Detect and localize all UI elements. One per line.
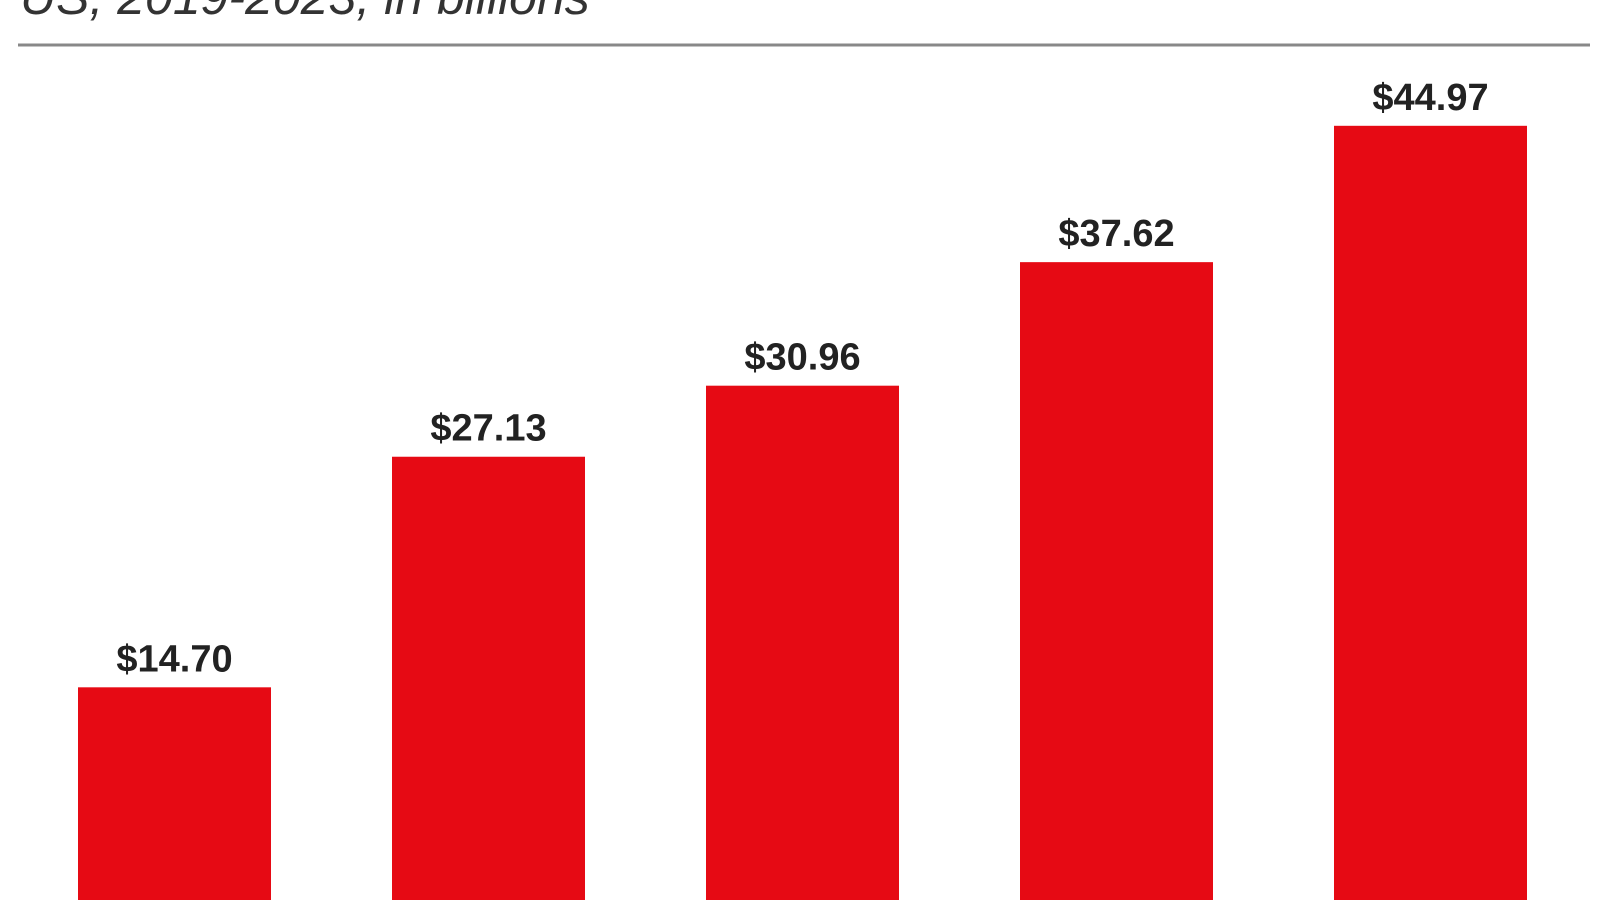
value-label: $27.13 xyxy=(430,408,546,450)
bar xyxy=(706,385,899,900)
value-label: $30.96 xyxy=(744,337,860,379)
bar xyxy=(1020,262,1213,900)
value-label: $37.62 xyxy=(1058,213,1174,255)
chart-subtitle: US, 2019-2023, in billions xyxy=(20,0,590,25)
value-label: $14.70 xyxy=(116,638,232,680)
bar xyxy=(78,687,271,900)
bar xyxy=(392,456,585,900)
value-label: $44.97 xyxy=(1372,77,1488,119)
bar xyxy=(1334,125,1527,900)
